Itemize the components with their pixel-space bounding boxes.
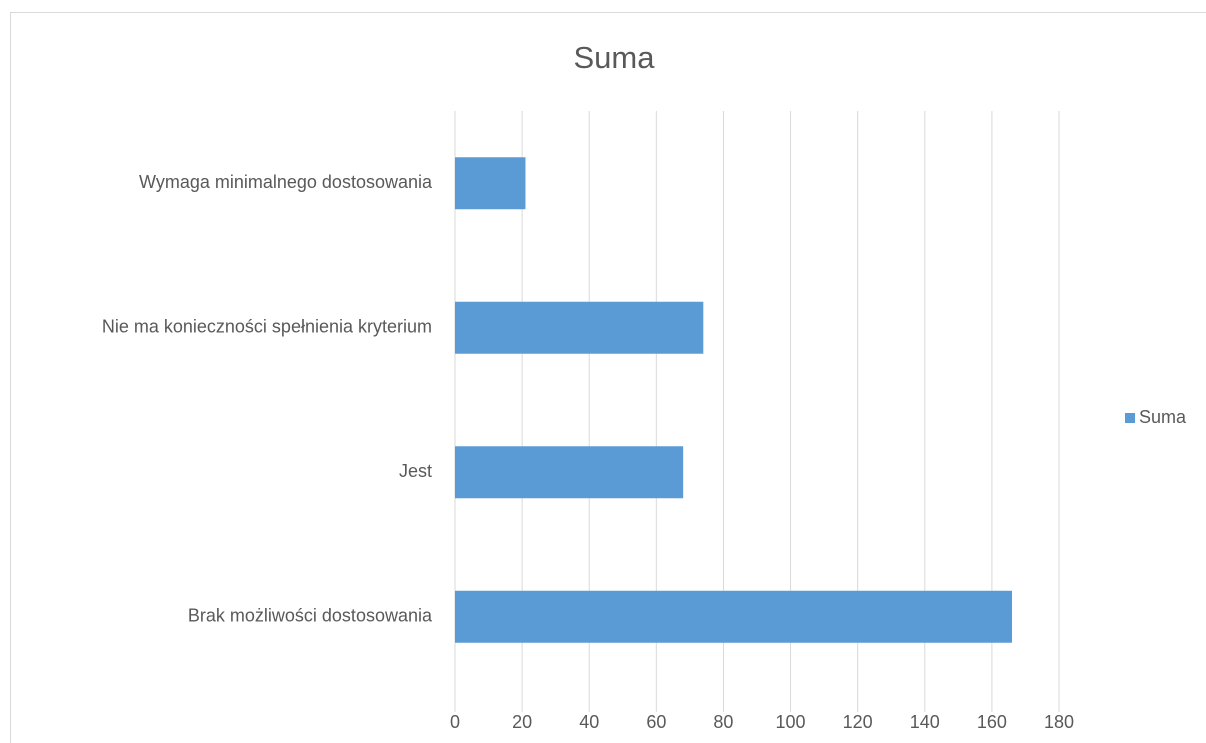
- x-tick-label: 140: [910, 712, 940, 732]
- x-tick-label: 0: [450, 712, 460, 732]
- x-tick-label: 160: [977, 712, 1007, 732]
- y-tick-label: Jest: [399, 461, 432, 481]
- chart-title: Suma: [574, 40, 656, 75]
- bar: [455, 157, 526, 210]
- bar: [455, 590, 1013, 643]
- legend-swatch: [1125, 413, 1135, 423]
- x-tick-label: 120: [843, 712, 873, 732]
- bar: [455, 301, 704, 354]
- legend-label: Suma: [1139, 407, 1187, 427]
- y-tick-label: Brak możliwości dostosowania: [188, 606, 433, 626]
- x-tick-label: 180: [1044, 712, 1074, 732]
- y-tick-label: Wymaga minimalnego dostosowania: [139, 172, 433, 192]
- y-tick-label: Nie ma konieczności spełnienia kryterium: [102, 317, 432, 337]
- x-tick-label: 40: [579, 712, 599, 732]
- x-tick-label: 80: [713, 712, 733, 732]
- bar: [455, 446, 684, 499]
- x-tick-label: 20: [512, 712, 532, 732]
- x-tick-label: 60: [646, 712, 666, 732]
- x-tick-label: 100: [776, 712, 806, 732]
